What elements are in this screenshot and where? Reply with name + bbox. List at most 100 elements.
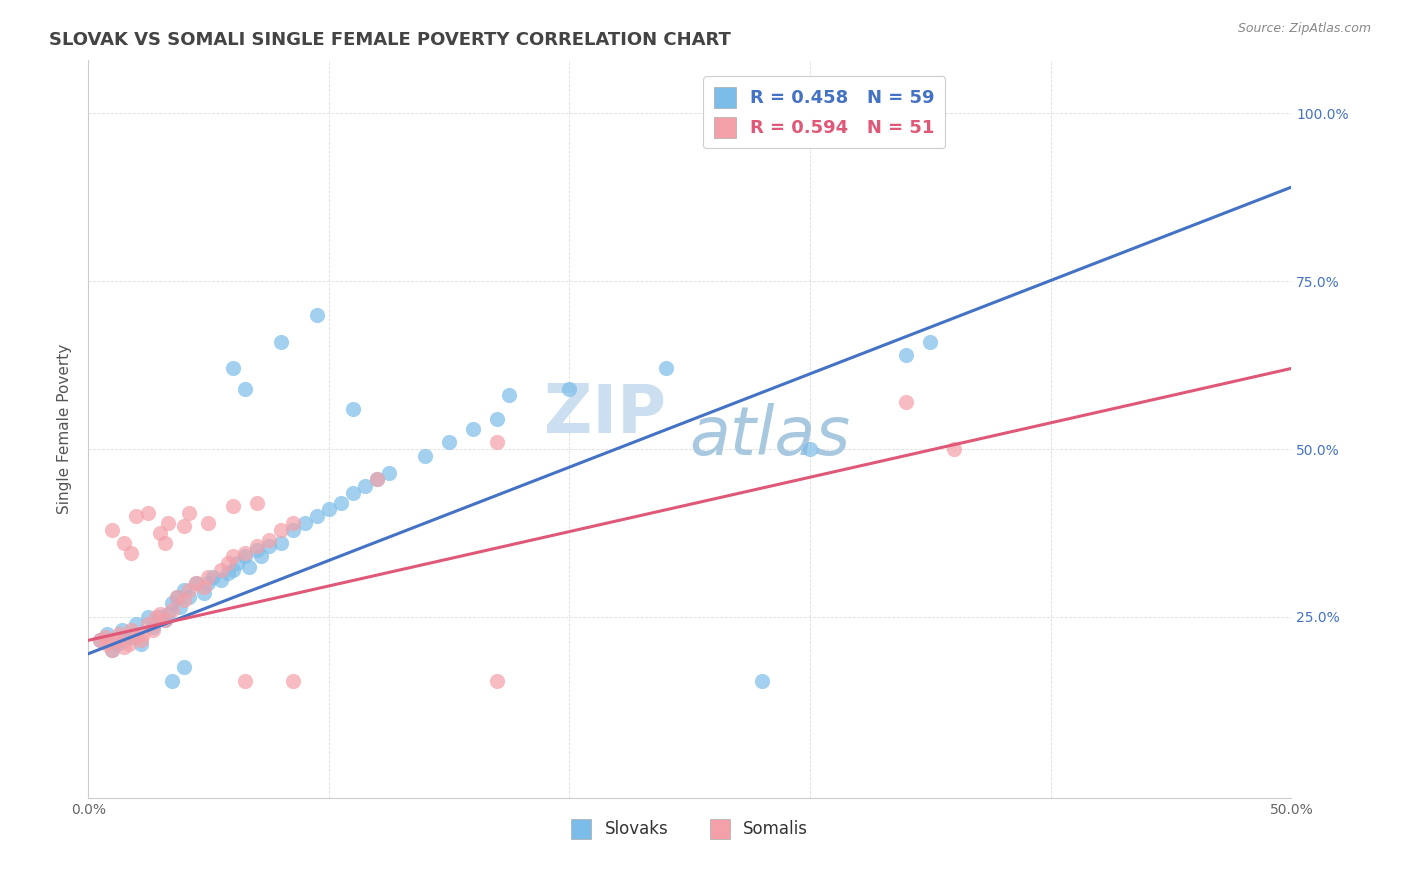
Point xyxy=(257,540,280,554)
Point xyxy=(101,643,124,657)
Point xyxy=(342,485,364,500)
Point xyxy=(221,499,243,513)
Point xyxy=(101,523,124,537)
Point xyxy=(498,388,520,402)
Point xyxy=(217,566,239,581)
Point xyxy=(156,607,179,621)
Point xyxy=(121,546,143,560)
Point xyxy=(221,361,243,376)
Point xyxy=(186,576,208,591)
Point xyxy=(111,624,134,638)
Point xyxy=(162,603,184,617)
Point xyxy=(221,549,243,564)
Point xyxy=(281,673,304,688)
Point xyxy=(413,449,436,463)
Text: SLOVAK VS SOMALI SINGLE FEMALE POVERTY CORRELATION CHART: SLOVAK VS SOMALI SINGLE FEMALE POVERTY C… xyxy=(49,31,731,49)
Point xyxy=(193,580,215,594)
Point xyxy=(250,549,273,564)
Point xyxy=(281,516,304,530)
Point xyxy=(173,582,195,597)
Point xyxy=(129,637,152,651)
Point xyxy=(799,442,821,456)
Point xyxy=(129,633,152,648)
Point xyxy=(486,673,509,688)
Point xyxy=(105,637,128,651)
Point xyxy=(294,516,316,530)
Point xyxy=(136,610,159,624)
Point xyxy=(943,442,966,456)
Point xyxy=(366,472,388,486)
Point xyxy=(136,506,159,520)
Point xyxy=(96,626,118,640)
Legend: Slovaks, Somalis: Slovaks, Somalis xyxy=(565,813,815,846)
Point xyxy=(342,401,364,416)
Point xyxy=(257,533,280,547)
Point xyxy=(751,673,773,688)
Point xyxy=(149,607,172,621)
Point xyxy=(209,573,232,587)
Point xyxy=(896,348,918,362)
Point xyxy=(162,596,184,610)
Point xyxy=(221,563,243,577)
Point xyxy=(305,509,328,524)
Point xyxy=(136,616,159,631)
Point xyxy=(270,334,292,349)
Point xyxy=(121,630,143,644)
Point xyxy=(486,412,509,426)
Point xyxy=(202,569,225,583)
Point xyxy=(173,519,195,533)
Point xyxy=(197,516,219,530)
Point xyxy=(179,582,201,597)
Point xyxy=(105,633,128,648)
Text: atlas: atlas xyxy=(690,403,851,469)
Point xyxy=(132,626,155,640)
Point xyxy=(96,637,118,651)
Point xyxy=(226,556,249,570)
Point xyxy=(166,590,188,604)
Point xyxy=(305,308,328,322)
Point xyxy=(149,525,172,540)
Point xyxy=(125,616,148,631)
Point xyxy=(108,626,131,640)
Point xyxy=(238,559,260,574)
Point xyxy=(125,630,148,644)
Point xyxy=(166,590,188,604)
Point xyxy=(233,382,256,396)
Point xyxy=(149,610,172,624)
Text: ZIP: ZIP xyxy=(544,381,665,447)
Point xyxy=(437,435,460,450)
Point xyxy=(179,506,201,520)
Point xyxy=(329,496,352,510)
Point xyxy=(197,569,219,583)
Point xyxy=(246,542,269,557)
Point xyxy=(270,536,292,550)
Point xyxy=(156,516,179,530)
Point xyxy=(121,624,143,638)
Point xyxy=(281,523,304,537)
Point xyxy=(101,643,124,657)
Point xyxy=(89,633,111,648)
Point xyxy=(270,523,292,537)
Point xyxy=(233,549,256,564)
Text: Source: ZipAtlas.com: Source: ZipAtlas.com xyxy=(1237,22,1371,36)
Point xyxy=(169,599,191,614)
Point xyxy=(197,576,219,591)
Point xyxy=(233,673,256,688)
Point xyxy=(246,540,269,554)
Point xyxy=(112,536,135,550)
Point xyxy=(246,496,269,510)
Point xyxy=(118,637,141,651)
Point xyxy=(153,536,176,550)
Point xyxy=(193,586,215,600)
Point xyxy=(145,610,167,624)
Point xyxy=(378,466,401,480)
Point xyxy=(179,590,201,604)
Point xyxy=(153,613,176,627)
Y-axis label: Single Female Poverty: Single Female Poverty xyxy=(58,343,72,514)
Point xyxy=(94,630,117,644)
Point xyxy=(318,502,340,516)
Point xyxy=(125,509,148,524)
Point xyxy=(112,633,135,648)
Point xyxy=(209,563,232,577)
Point xyxy=(186,576,208,591)
